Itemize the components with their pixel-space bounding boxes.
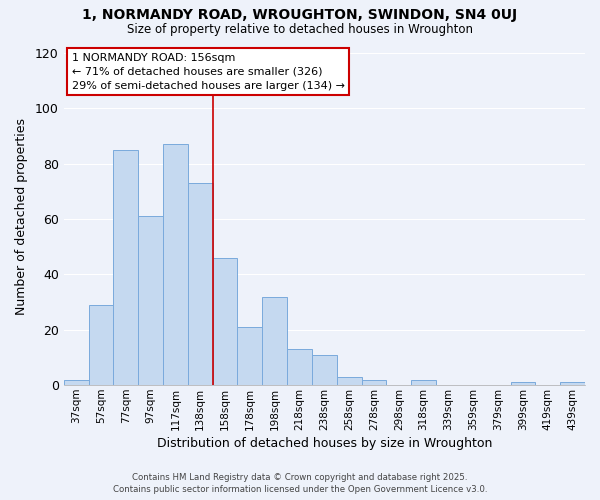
Y-axis label: Number of detached properties: Number of detached properties — [15, 118, 28, 315]
Bar — [138, 216, 163, 385]
Bar — [212, 258, 238, 385]
Bar — [113, 150, 138, 385]
Text: 1 NORMANDY ROAD: 156sqm
← 71% of detached houses are smaller (326)
29% of semi-d: 1 NORMANDY ROAD: 156sqm ← 71% of detache… — [71, 52, 344, 90]
Bar — [262, 296, 287, 385]
Bar — [337, 377, 362, 385]
Bar — [312, 354, 337, 385]
X-axis label: Distribution of detached houses by size in Wroughton: Distribution of detached houses by size … — [157, 437, 492, 450]
Bar — [238, 327, 262, 385]
Bar — [287, 349, 312, 385]
Bar — [163, 144, 188, 385]
Bar — [411, 380, 436, 385]
Bar — [188, 183, 212, 385]
Text: Contains HM Land Registry data © Crown copyright and database right 2025.
Contai: Contains HM Land Registry data © Crown c… — [113, 472, 487, 494]
Text: 1, NORMANDY ROAD, WROUGHTON, SWINDON, SN4 0UJ: 1, NORMANDY ROAD, WROUGHTON, SWINDON, SN… — [82, 8, 518, 22]
Bar — [511, 382, 535, 385]
Bar — [362, 380, 386, 385]
Bar — [560, 382, 585, 385]
Bar — [89, 305, 113, 385]
Text: Size of property relative to detached houses in Wroughton: Size of property relative to detached ho… — [127, 22, 473, 36]
Bar — [64, 380, 89, 385]
